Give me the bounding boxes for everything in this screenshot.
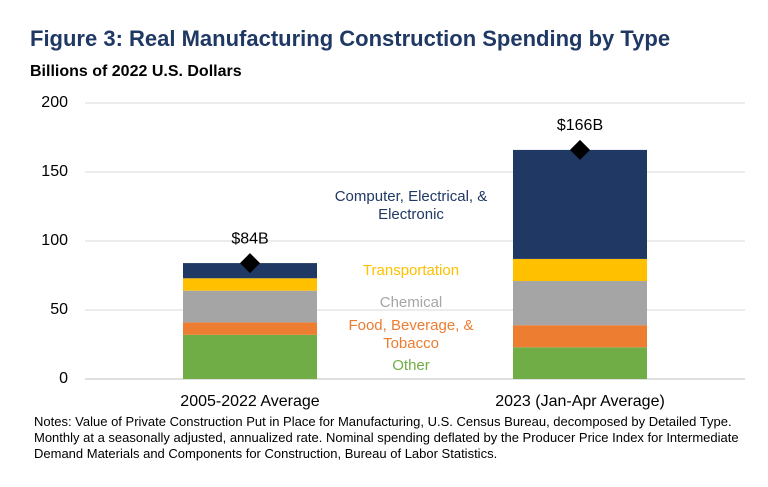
bar-segment [513,258,647,282]
notes: Notes: Value of Private Construction Put… [34,414,739,461]
chart-title: Figure 3: Real Manufacturing Constructio… [30,26,671,51]
y-tick-label: 200 [41,94,68,111]
legend-label: Transportation [362,262,460,279]
bar-segment [183,322,317,335]
bar-segment [183,290,317,323]
x-tick-label: 2005-2022 Average [180,393,319,410]
total-marker [570,139,590,160]
bar-segment [513,347,647,379]
total-label: $84B [231,230,268,247]
bar-segment [513,149,647,259]
y-tick-label: 50 [50,301,68,318]
y-tick-label: 0 [59,370,68,387]
chart-subtitle: Billions of 2022 U.S. Dollars [30,63,242,80]
legend-label: Chemical [379,294,443,311]
plot: 0 50 100 150 200 2005-2022 Average $84B 2023 (J… [41,94,745,410]
total-label: $166B [557,117,603,134]
bar-segment [183,334,317,379]
bar-segment [183,278,317,291]
y-tick-label: 150 [41,163,68,180]
legend-label: Food, Beverage, & Tobacco [348,317,474,352]
y-tick-label: 100 [41,232,68,249]
legend-label: Other [392,357,430,374]
bar-segment [513,281,647,326]
legend-label: Computer, Electrical, & Electronic [334,188,488,223]
x-tick-label: 2023 (Jan-Apr Average) [495,393,665,410]
total-marker [240,253,260,274]
bar-segment [513,325,647,348]
